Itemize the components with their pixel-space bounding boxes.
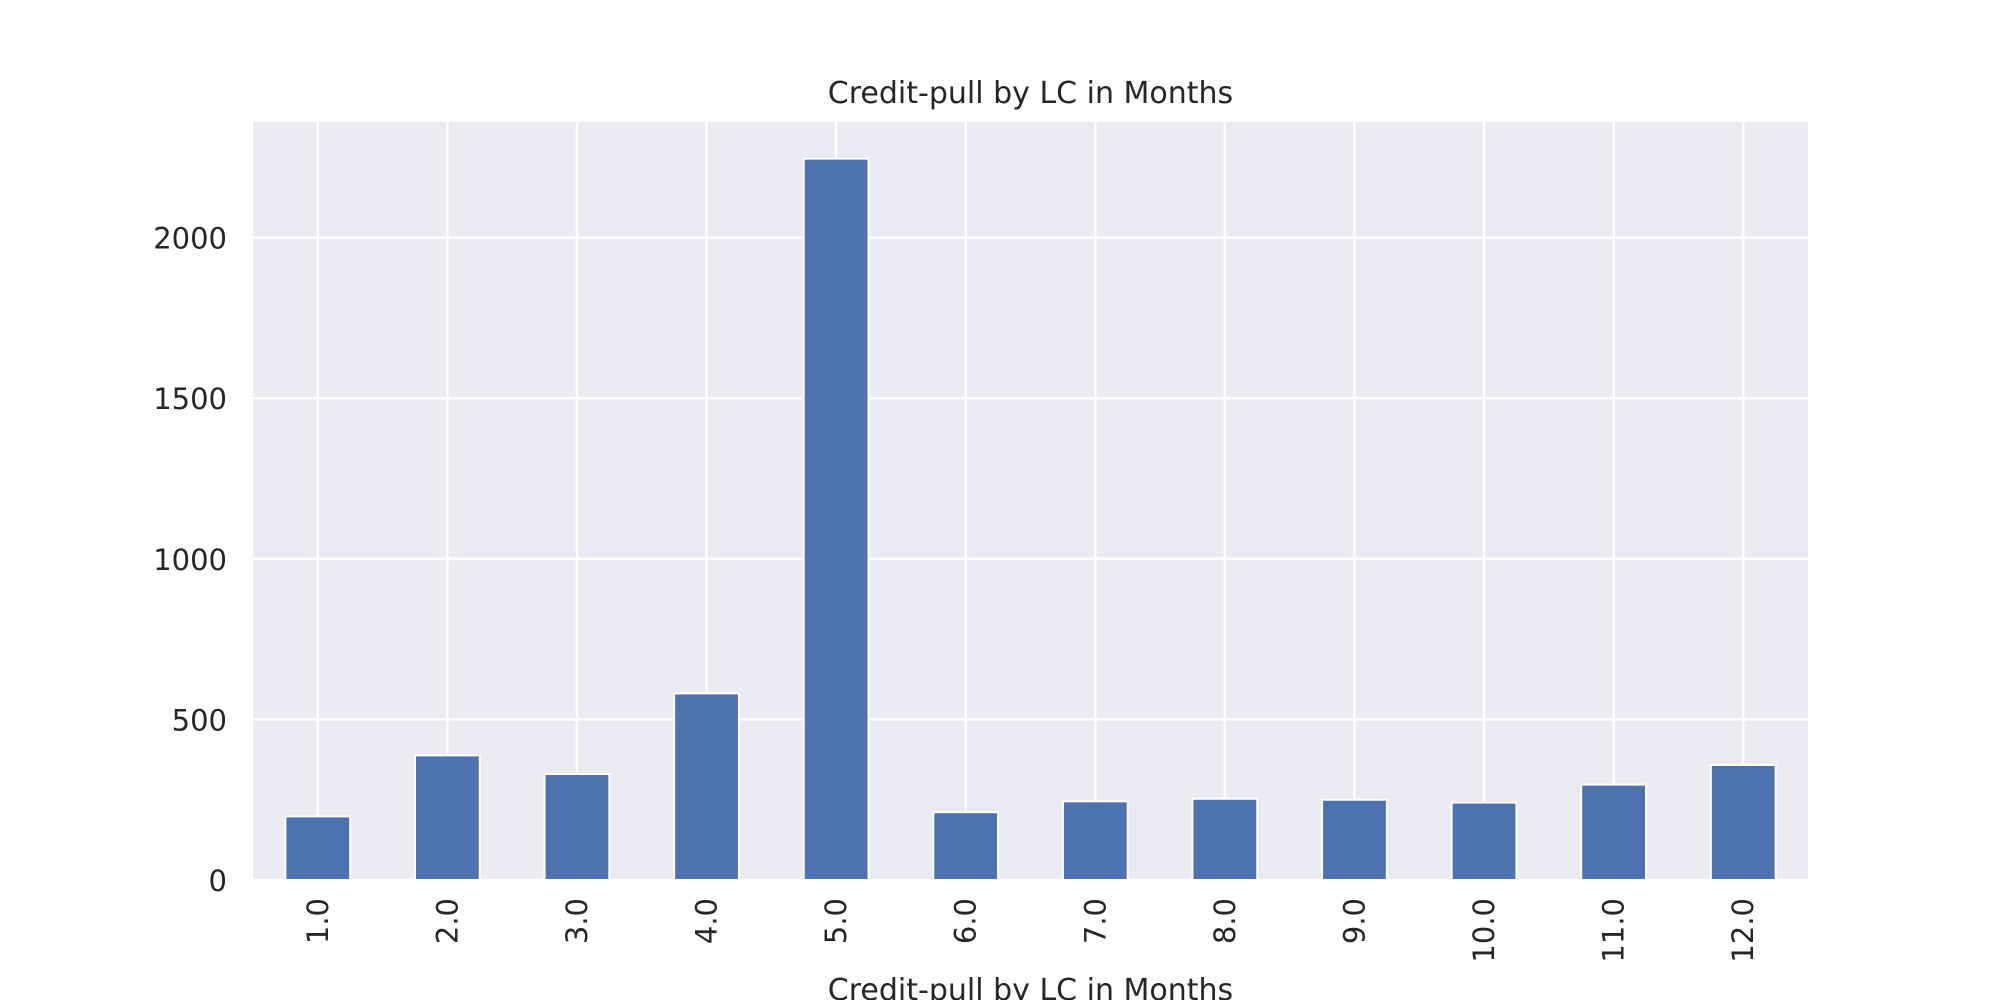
y-tick-label: 1500 — [153, 382, 227, 416]
x-axis-label: Credit-pull by LC in Months — [828, 973, 1233, 1000]
x-tick-label: 12.0 — [1726, 898, 1760, 963]
bar-10.0 — [1450, 801, 1518, 881]
bar-3.0 — [543, 773, 611, 882]
y-tick-labels: 0 500 1000 1500 2000 — [153, 222, 227, 898]
y-tick-label: 2000 — [153, 222, 227, 256]
plot-background — [253, 122, 1808, 880]
bar-5.0 — [802, 157, 870, 882]
x-tick-label: 8.0 — [1208, 898, 1242, 944]
x-tick-label: 10.0 — [1467, 898, 1501, 963]
x-tick-label: 6.0 — [949, 898, 983, 944]
x-tick-label: 1.0 — [301, 898, 335, 944]
x-tick-label: 5.0 — [819, 898, 853, 944]
bar-7.0 — [1061, 800, 1129, 882]
bar-11.0 — [1580, 783, 1648, 881]
y-tick-label: 0 — [209, 864, 227, 898]
x-tick-label: 4.0 — [690, 898, 724, 944]
x-tick-label: 2.0 — [430, 898, 464, 944]
bar-4.0 — [673, 692, 740, 882]
x-tick-label: 11.0 — [1597, 898, 1631, 963]
bar-1.0 — [284, 815, 352, 882]
chart-title: Credit-pull by LC in Months — [828, 76, 1233, 111]
x-tick-labels: 1.0 2.0 3.0 4.0 5.0 6.0 7.0 8.0 9.0 10.0 11.0 12.0 — [301, 898, 1760, 963]
x-tick-label: 3.0 — [560, 898, 594, 944]
x-tick-label: 7.0 — [1078, 898, 1112, 944]
x-tick-label: 9.0 — [1337, 898, 1371, 944]
bar-6.0 — [932, 811, 1000, 882]
bars — [284, 157, 1777, 882]
bar-9.0 — [1321, 798, 1388, 881]
bar-8.0 — [1191, 797, 1259, 881]
gridlines — [253, 122, 1808, 882]
bar-2.0 — [413, 754, 481, 881]
bar-12.0 — [1709, 764, 1777, 882]
y-tick-label: 1000 — [153, 543, 227, 577]
y-tick-label: 500 — [172, 703, 227, 737]
